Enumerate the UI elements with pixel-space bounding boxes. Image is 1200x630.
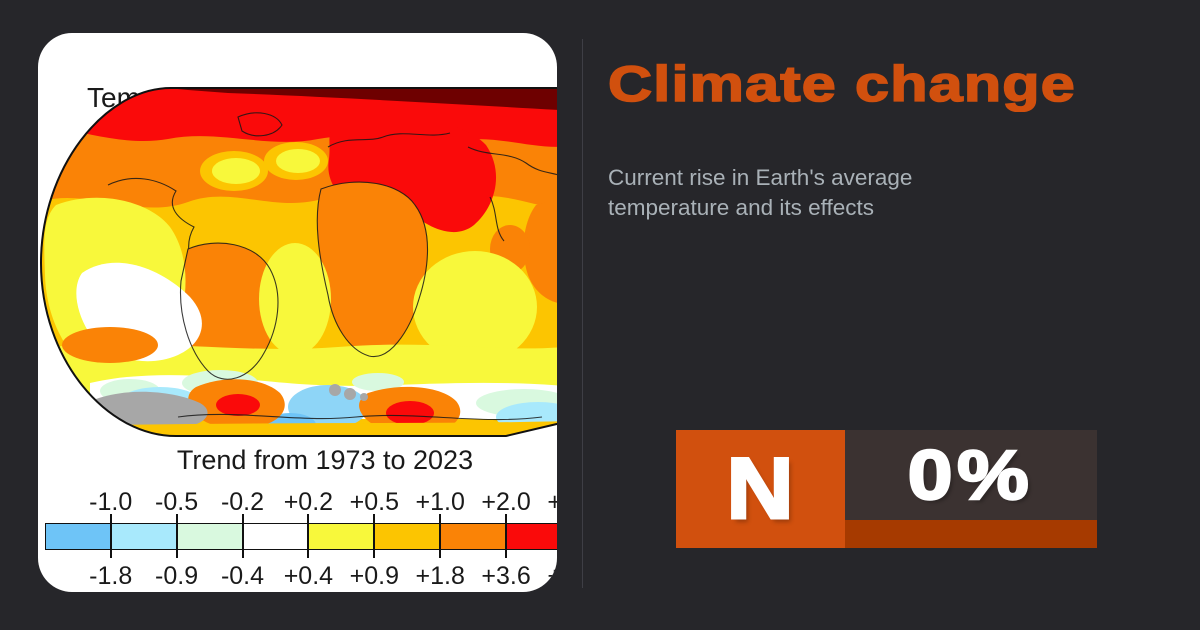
scale-segment [243,524,309,549]
scale-segment [177,524,244,549]
n-logo-letter: N [725,441,795,537]
scale-label-celsius: +4.0 [547,488,557,516]
scale-label-fahrenheit: +3.6 [481,562,531,590]
scale-label-fahrenheit: +0.4 [283,562,334,590]
scale-segment [506,524,557,549]
scale-label-fahrenheit: -1.8 [89,562,133,590]
n-logo-icon: N [676,430,845,548]
score-panel: 0% [845,430,1097,548]
score-value: 0% [907,436,1034,514]
scale-tick [439,514,442,558]
score-progress-bar [845,520,1097,548]
page-title: Climate change [607,56,1076,112]
map-panel: Temperature change over the past 50 year… [38,33,557,592]
scale-segment [45,524,112,549]
scale-label-celsius: -1.0 [89,488,133,516]
world-temperature-map [39,87,557,437]
scale-segment [308,524,375,549]
scale-label-fahrenheit: -0.9 [155,562,199,590]
score-badge: N 0% [676,430,1097,548]
scale-tick [373,514,376,558]
scale-label-celsius: +2.0 [481,488,531,516]
scale-label-celsius: -0.2 [220,488,265,516]
scale-label-celsius: +0.2 [283,488,334,516]
scale-label-fahrenheit: +1.8 [415,562,465,590]
trend-caption: Trend from 1973 to 2023 [176,445,474,475]
page-subtitle: Current rise in Earth's average temperat… [608,165,913,220]
score-value-box: 0% [845,430,1097,520]
scale-label-celsius: +0.5 [349,488,399,516]
scale-segment [374,524,441,549]
scale-label-fahrenheit: -0.4 [220,562,265,590]
scale-tick [505,514,508,558]
scale-segment [440,524,507,549]
scale-label-celsius: -0.5 [155,488,199,516]
scale-tick [109,514,112,558]
scale-segment [111,524,178,549]
scale-label-fahrenheit: +0.9 [349,562,399,590]
scale-tick [175,514,178,558]
scale-label-celsius: +1.0 [415,488,465,516]
divider [582,39,583,588]
scale-label-fahrenheit: +7.2 [547,562,557,590]
scale-tick [307,514,310,558]
scale-bar [44,523,557,550]
scale-tick [241,514,244,558]
